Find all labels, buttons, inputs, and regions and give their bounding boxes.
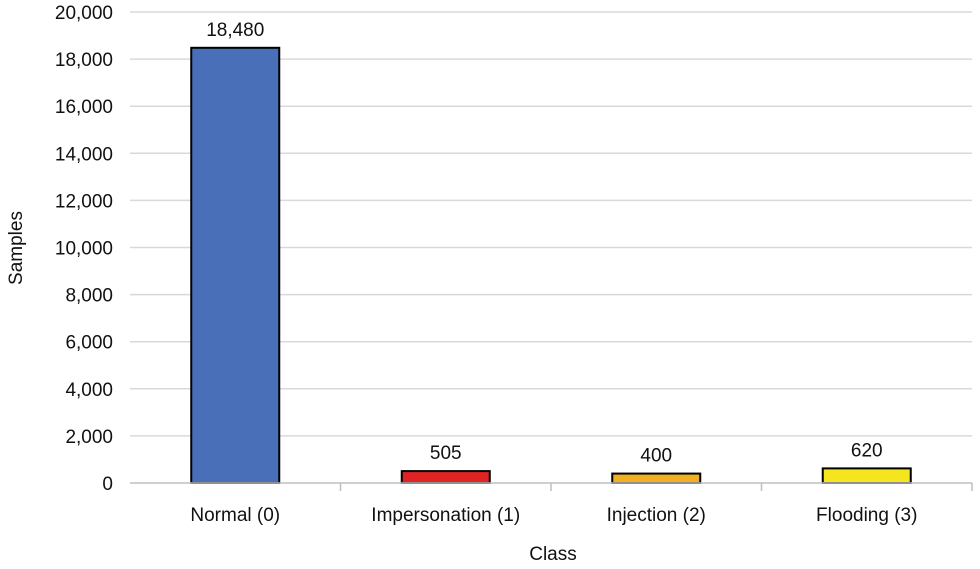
y-tick-label: 4,000 [65,380,113,401]
data-label: 18,480 [206,20,264,41]
data-label: 620 [851,440,883,461]
y-tick-label: 14,000 [55,144,113,165]
x-axis-label: Class [529,544,577,565]
y-tick-label: 12,000 [55,191,113,212]
y-tick-label: 6,000 [65,333,113,354]
y-tick-label: 0 [102,474,113,495]
x-tick-label: Injection (2) [607,505,706,526]
x-tick-label: Normal (0) [190,505,280,526]
y-tick-label: 10,000 [55,239,113,260]
bar [611,472,702,484]
y-tick-label: 20,000 [55,3,113,24]
y-tick-label: 2,000 [65,427,113,448]
data-labels: 18,480 505 400 620 [206,20,882,467]
y-tick-label: 16,000 [55,97,113,118]
y-axis-label: Samples [6,211,27,285]
x-axis-ticks: Normal (0) Impersonation (1) Injection (2)… [190,483,973,526]
x-tick-label: Flooding (3) [816,505,917,526]
y-axis-ticks: 0 2,000 4,000 6,000 8,000 10,000 12,000 14,000 1… [55,3,113,495]
bar [821,467,912,484]
bar [190,46,281,485]
y-tick-label: 8,000 [65,286,113,307]
bars [190,46,912,485]
data-label: 505 [430,443,462,464]
y-tick-label: 18,000 [55,50,113,71]
x-tick-label: Impersonation (1) [371,505,520,526]
data-label: 400 [640,446,672,467]
bar [400,470,491,484]
